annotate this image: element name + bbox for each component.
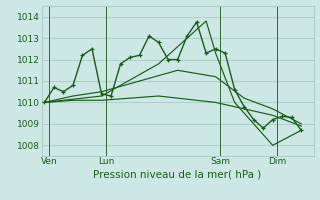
X-axis label: Pression niveau de la mer( hPa ): Pression niveau de la mer( hPa ) bbox=[93, 169, 262, 179]
